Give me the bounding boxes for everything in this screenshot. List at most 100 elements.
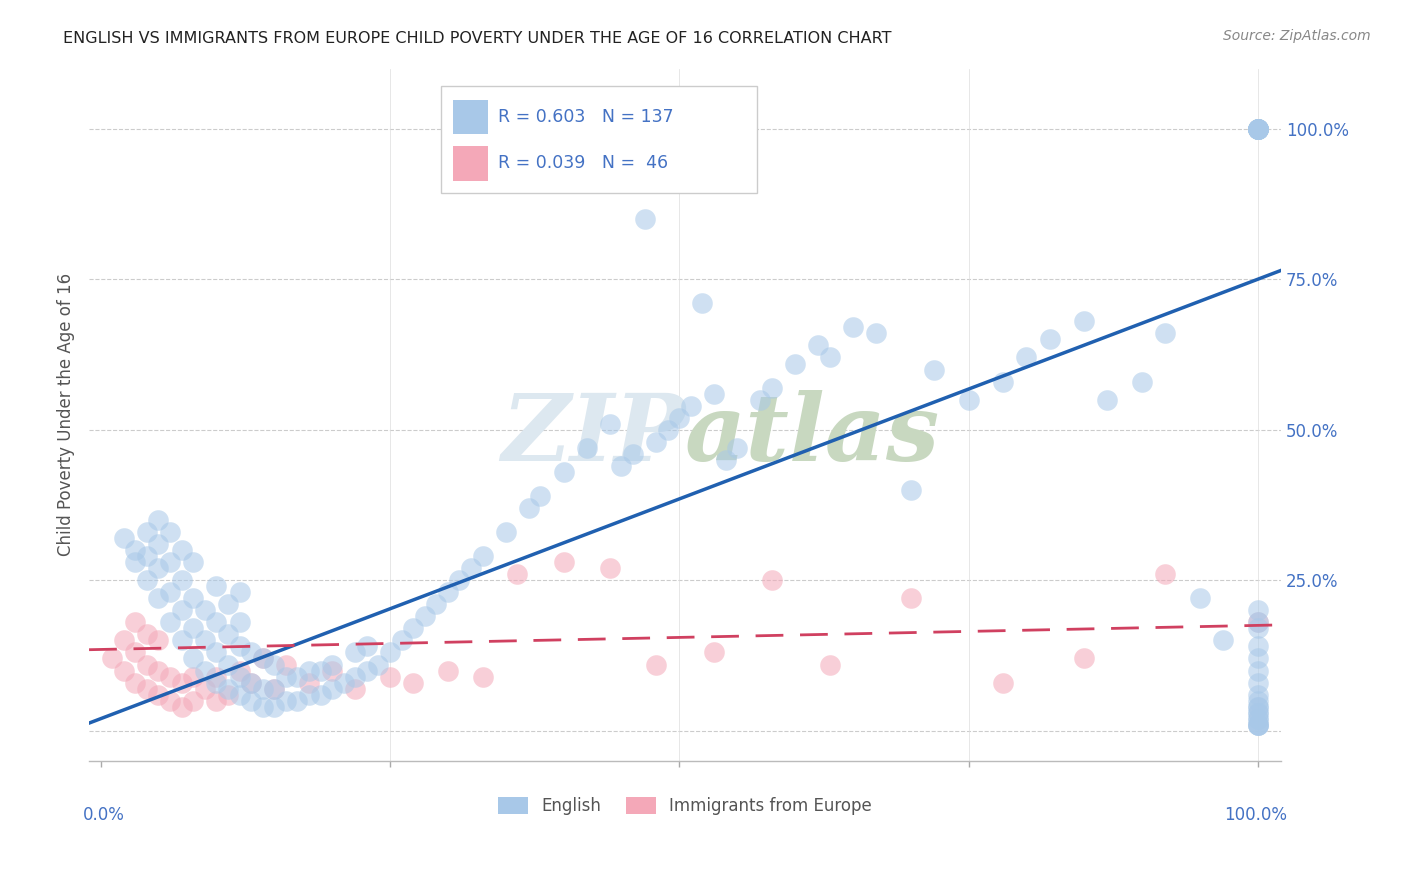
Point: [124, 675, 146, 690]
Point: [807, 338, 830, 352]
Point: [449, 573, 471, 587]
Text: ENGLISH VS IMMIGRANTS FROM EUROPE CHILD POVERTY UNDER THE AGE OF 16 CORRELATION : ENGLISH VS IMMIGRANTS FROM EUROPE CHILD …: [63, 31, 891, 46]
Point: [344, 645, 367, 659]
Point: [136, 573, 159, 587]
Point: [217, 627, 239, 641]
Point: [124, 555, 146, 569]
Point: [252, 651, 274, 665]
Point: [1154, 326, 1177, 341]
Point: [170, 573, 193, 587]
Point: [240, 645, 263, 659]
Point: [1015, 351, 1038, 365]
Point: [252, 699, 274, 714]
Point: [425, 597, 447, 611]
Point: [124, 543, 146, 558]
Point: [506, 567, 529, 582]
Point: [1247, 621, 1270, 635]
Point: [194, 681, 217, 696]
Point: [922, 362, 945, 376]
Point: [471, 549, 494, 563]
Point: [274, 669, 297, 683]
Point: [1247, 712, 1270, 726]
Point: [993, 675, 1015, 690]
Point: [298, 688, 321, 702]
Point: [378, 669, 401, 683]
Point: [367, 657, 389, 672]
Point: [159, 693, 181, 707]
Point: [205, 669, 228, 683]
Point: [1247, 717, 1270, 731]
Point: [309, 664, 332, 678]
Point: [402, 621, 425, 635]
Point: [1247, 121, 1270, 136]
Point: [181, 669, 204, 683]
Point: [170, 633, 193, 648]
Point: [553, 555, 575, 569]
Point: [1212, 633, 1234, 648]
Point: [783, 357, 806, 371]
Point: [460, 561, 482, 575]
Point: [240, 675, 263, 690]
Point: [217, 688, 239, 702]
Point: [1154, 567, 1177, 582]
Point: [1247, 693, 1270, 707]
Point: [194, 633, 217, 648]
Point: [228, 640, 250, 654]
Point: [181, 693, 204, 707]
Point: [124, 645, 146, 659]
Point: [240, 693, 263, 707]
Point: [159, 555, 181, 569]
Point: [761, 381, 783, 395]
Point: [1188, 591, 1211, 606]
Point: [378, 645, 401, 659]
Point: [170, 675, 193, 690]
Point: [1247, 121, 1270, 136]
Point: [1247, 706, 1270, 720]
Point: [170, 603, 193, 617]
Point: [228, 688, 250, 702]
Point: [1247, 121, 1270, 136]
Point: [136, 627, 159, 641]
Point: [136, 681, 159, 696]
Point: [205, 675, 228, 690]
Point: [633, 212, 655, 227]
Point: [471, 669, 494, 683]
Point: [1247, 688, 1270, 702]
Point: [240, 675, 263, 690]
Text: ZIP: ZIP: [501, 391, 685, 481]
Point: [309, 688, 332, 702]
Point: [217, 597, 239, 611]
Point: [703, 645, 725, 659]
Point: [402, 675, 425, 690]
Point: [391, 633, 413, 648]
Point: [1247, 717, 1270, 731]
Point: [170, 699, 193, 714]
Point: [1247, 121, 1270, 136]
Point: [1247, 699, 1270, 714]
Point: [692, 296, 714, 310]
Point: [263, 699, 285, 714]
Point: [1247, 121, 1270, 136]
FancyBboxPatch shape: [453, 146, 488, 181]
Point: [228, 664, 250, 678]
Point: [159, 669, 181, 683]
Point: [703, 386, 725, 401]
Point: [1247, 121, 1270, 136]
Point: [1247, 717, 1270, 731]
Point: [900, 483, 922, 497]
Point: [1247, 712, 1270, 726]
Point: [668, 410, 690, 425]
FancyBboxPatch shape: [440, 86, 756, 194]
Point: [298, 664, 321, 678]
Point: [1247, 675, 1270, 690]
Point: [599, 561, 621, 575]
Text: 0.0%: 0.0%: [83, 805, 125, 824]
Point: [749, 392, 772, 407]
Point: [679, 399, 702, 413]
Point: [1247, 121, 1270, 136]
Point: [263, 681, 285, 696]
Point: [217, 657, 239, 672]
Y-axis label: Child Poverty Under the Age of 16: Child Poverty Under the Age of 16: [58, 273, 75, 557]
Point: [818, 657, 841, 672]
Point: [356, 664, 378, 678]
